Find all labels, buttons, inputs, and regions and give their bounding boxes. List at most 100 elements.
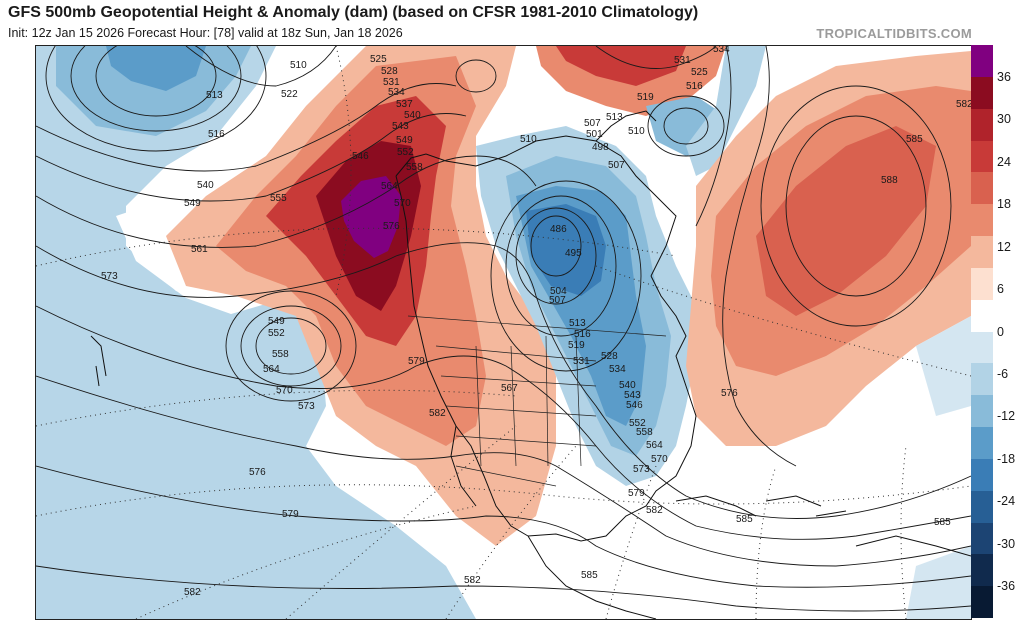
caribbean-negative-anomaly [906,546,971,619]
contour-label: 549 [396,135,413,146]
contour-label: 576 [249,467,266,478]
contour-label: 549 [268,316,285,327]
contour-label: 585 [934,517,951,528]
contour-label: 552 [397,147,414,158]
chart-subtitle: Init: 12z Jan 15 2026 Forecast Hour: [78… [8,26,403,40]
contour-labels: 5105135165225255285315345375405435465495… [101,46,971,598]
aleutian-low-core [106,46,206,91]
contour-label: 486 [550,224,567,235]
contour-label: 567 [501,383,518,394]
anomaly-colorbar: 36 30 24 18 12 6 0 -6 -12 -18 -24 -30 -36 [971,45,1024,619]
contour-label: 540 [197,180,214,191]
contour-label: 582 [184,587,201,598]
height-contours [36,46,971,612]
contour-label: 516 [574,329,591,340]
contour-label: 522 [281,89,298,100]
colorbar-tick-label: 36 [997,69,1011,84]
coastlines [90,110,971,619]
source-credit: TROPICALTIDBITS.COM [816,26,972,41]
contour-label: 531 [573,356,590,367]
east-negative-anomaly-core [526,204,606,296]
southeast-negative-anomaly [916,316,971,416]
contour-label: 510 [520,134,537,145]
contour-label: 579 [628,488,645,499]
contour-label: 582 [464,575,481,586]
contour-label: 576 [721,388,738,399]
colorbar-segment [971,299,993,332]
weather-map: 510 513 516 522 525 528 531 534 537 540 543 546 549 5… [35,45,972,620]
contour-label: 516 [208,129,225,140]
contour-label: 570 [651,454,668,465]
contour-label: 531 [383,77,400,88]
anomaly-shading [36,46,971,619]
contour-label: 558 [636,427,653,438]
contour-label: 513 [569,318,586,329]
contour-label: 573 [101,271,118,282]
labrador-blue [686,46,766,176]
contour-label: 537 [396,99,413,110]
contour-label: 582 [429,408,446,419]
colorbar-segment [971,522,993,555]
contour-label: 558 [272,349,289,360]
contour-label: 570 [394,198,411,209]
colorbar-tick-label: 6 [997,282,1004,297]
colorbar-segment [971,172,993,205]
colorbar-segment [971,395,993,428]
contour-label: 555 [270,193,287,204]
contour-label: 558 [406,162,423,173]
colorbar-segment [971,586,993,619]
colorbar-segment [971,204,993,237]
contour-label: 564 [646,440,663,451]
contour-label: 579 [408,356,425,367]
colorbar-tick-label: 0 [997,324,1004,339]
colorbar-tick-label: -12 [997,409,1016,424]
colorbar-segment [971,427,993,460]
contour-label: 564 [381,181,398,192]
colorbar-segment [971,490,993,523]
contour-label: 528 [601,351,618,362]
pacific-mid-blue [56,46,251,136]
contour-label: 498 [592,142,609,153]
contour-label: 540 [404,110,421,121]
greenland-positive-anomaly-core [556,46,686,86]
contour-label: 546 [352,151,369,162]
contour-label: 507 [608,160,625,171]
contour-label: 531 [674,55,691,66]
contour-label: 510 [628,126,645,137]
colorbar-segment [971,458,993,492]
contour-label: 585 [581,570,598,581]
pacific-negative-anomaly [36,46,476,619]
contour-label: 543 [624,390,641,401]
west-positive-anomaly-max [341,176,401,258]
contour-label: 564 [263,364,280,375]
colorbar-tick-label: 18 [997,197,1011,212]
colorbar-segment [971,45,993,78]
colorbar-segment [971,236,993,269]
colorbar-tick-label: -30 [997,536,1016,551]
colorbar-segment [971,108,993,141]
colorbar-tick-label: -36 [997,579,1016,594]
geographic-graticule [36,46,971,619]
contour-label: 582 [646,505,663,516]
colorbar-segment [971,76,993,110]
contour-label: 573 [633,464,650,475]
colorbar-segment [971,363,993,396]
contour-label: 534 [388,87,405,98]
contour-label: 507 [584,118,601,129]
contour-label: 519 [568,340,585,351]
colorbar-segment [971,140,993,173]
contour-label: 504 [550,286,567,297]
colorbar-segment [971,267,993,301]
contour-label: 585 [736,514,753,525]
contour-label: 534 [609,364,626,375]
contour-label: 543 [392,121,409,132]
contour-label: 516 [686,81,703,92]
political-boundaries [407,315,667,487]
colorbar-tick-label: 12 [997,239,1011,254]
contour-label: 570 [276,385,293,396]
contour-label: 501 [586,129,603,140]
contour-label: 561 [191,244,208,255]
contour-label: 576 [383,221,400,232]
contour-label: 552 [629,418,646,429]
contour-label: 579 [282,509,299,520]
